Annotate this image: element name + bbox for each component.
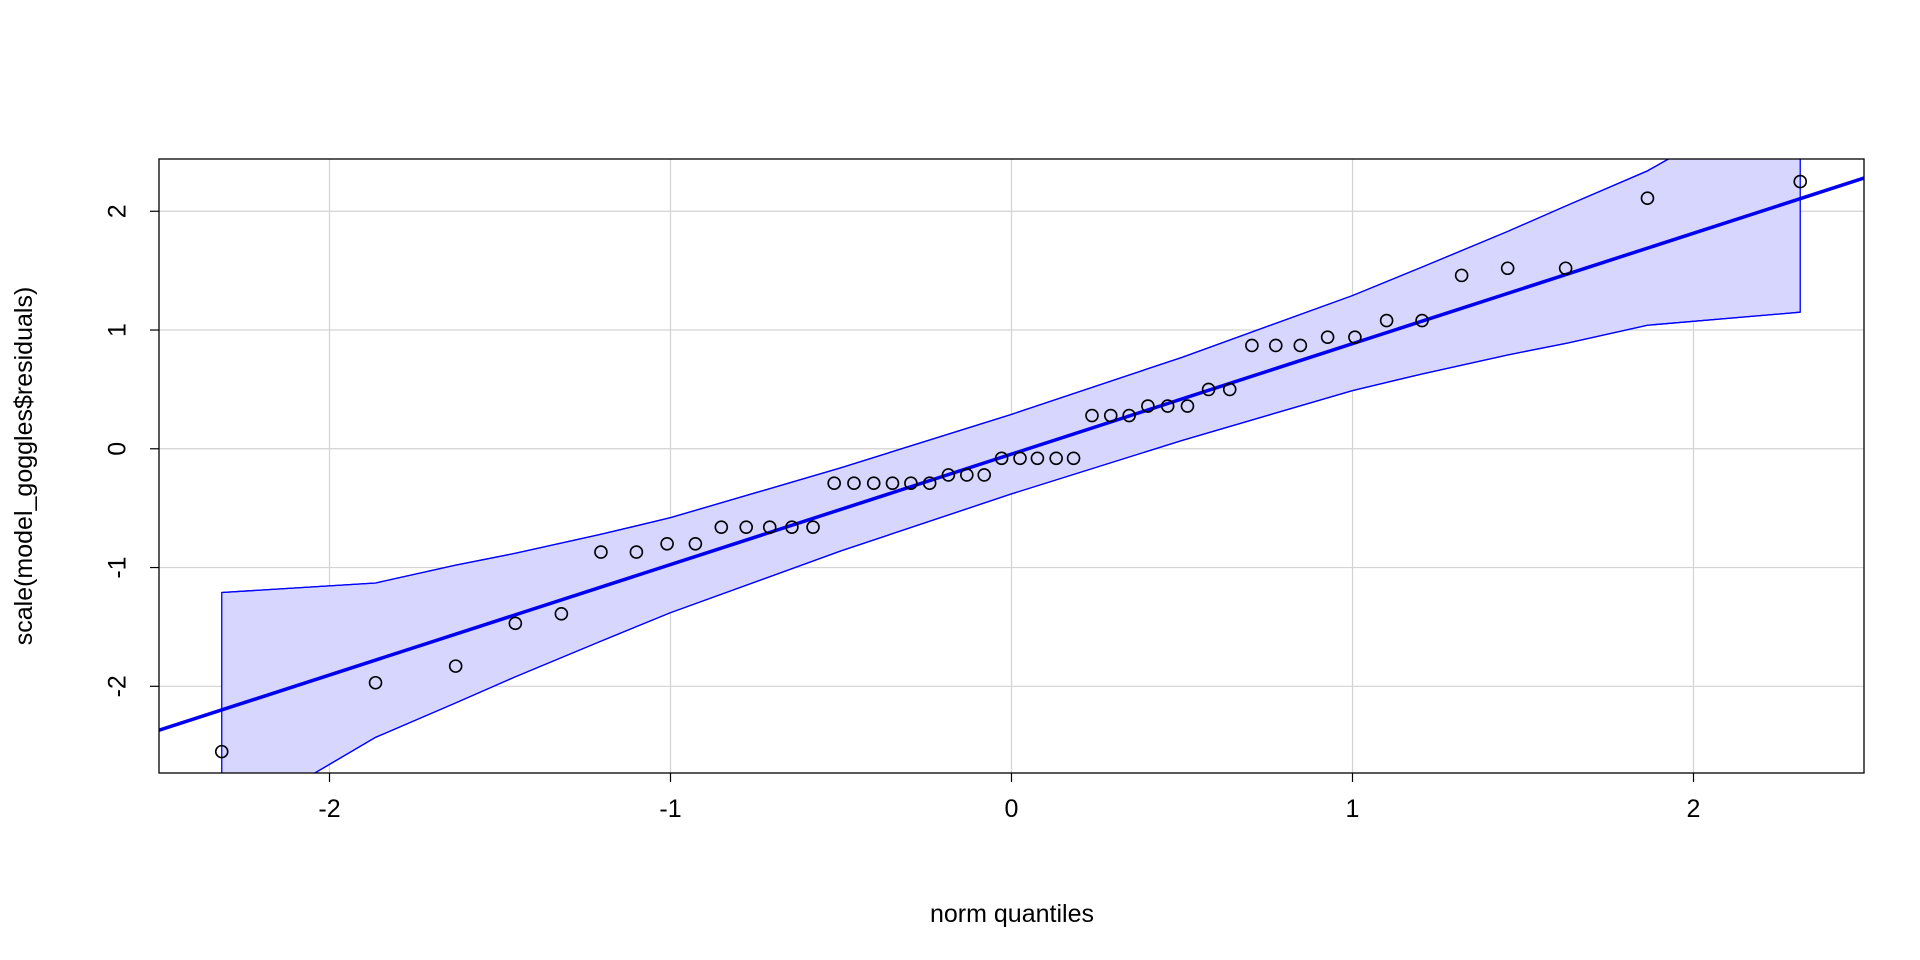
point <box>904 476 918 491</box>
point <box>214 744 229 759</box>
point <box>866 476 881 491</box>
point <box>1245 338 1259 353</box>
point <box>368 675 383 690</box>
point <box>785 520 799 534</box>
y-tick-label: -2 <box>104 675 132 697</box>
plot-frame <box>158 158 1865 774</box>
y-axis-label: scale(model_goggles$residuals) <box>10 287 38 646</box>
y-tick-label: 0 <box>104 442 132 456</box>
point <box>660 536 674 551</box>
point <box>977 468 992 482</box>
y-tick-label: -1 <box>104 556 132 578</box>
point <box>1103 408 1118 423</box>
x-tick-label: 2 <box>1687 795 1701 823</box>
point <box>885 476 900 491</box>
point <box>847 476 861 491</box>
point <box>1201 382 1216 397</box>
point <box>629 545 644 559</box>
point <box>1013 451 1027 466</box>
point <box>714 520 729 534</box>
plot-area <box>159 159 1864 773</box>
point <box>922 476 937 491</box>
point <box>594 545 608 559</box>
point <box>554 607 569 621</box>
x-tick-label: 0 <box>1005 795 1019 823</box>
y-tick-label: 2 <box>104 204 132 218</box>
point <box>960 468 974 482</box>
point <box>448 659 463 673</box>
point <box>1320 330 1335 344</box>
x-axis-label: norm quantiles <box>930 900 1094 928</box>
point <box>994 451 1009 466</box>
point <box>1160 399 1175 413</box>
point <box>1348 330 1362 344</box>
point <box>508 616 523 631</box>
point <box>1793 174 1808 189</box>
point <box>1180 399 1195 413</box>
point <box>1030 451 1045 466</box>
point <box>1500 261 1515 276</box>
point <box>1268 338 1283 353</box>
band-lower <box>313 311 1801 773</box>
point <box>827 476 841 491</box>
point <box>1066 451 1081 466</box>
point <box>739 520 754 534</box>
point <box>1141 399 1155 413</box>
point <box>1415 313 1429 328</box>
point <box>1379 313 1394 328</box>
reference-line <box>159 176 1864 732</box>
x-tick-label: 1 <box>1346 795 1360 823</box>
point <box>1640 191 1655 205</box>
point <box>762 520 777 534</box>
point <box>1122 408 1136 423</box>
x-tick-label: -1 <box>659 795 681 823</box>
point <box>1085 408 1099 423</box>
band-upper <box>221 159 1670 594</box>
point <box>688 536 703 551</box>
x-tick-label: -2 <box>318 795 340 823</box>
point <box>1293 338 1308 353</box>
y-tick-label: 1 <box>104 323 132 337</box>
point <box>1222 382 1237 397</box>
point <box>941 468 956 482</box>
point <box>1454 268 1469 283</box>
point <box>1558 261 1573 276</box>
point <box>806 520 820 534</box>
point <box>1049 451 1063 466</box>
